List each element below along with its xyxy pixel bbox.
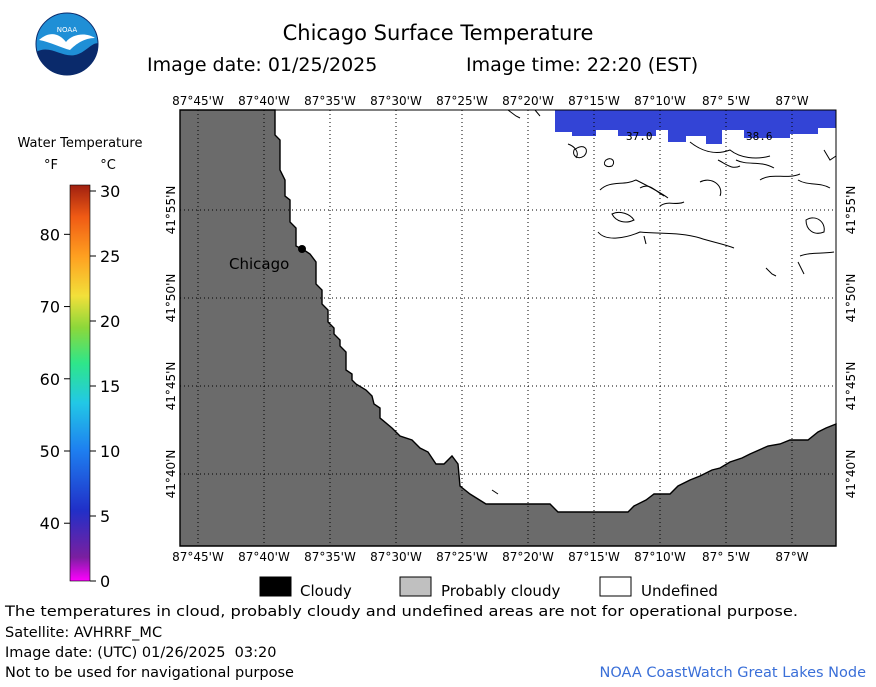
temp-label-2: 38.6 (746, 130, 773, 143)
bottom-lon-label: 87°45'W (172, 550, 224, 564)
bottom-lon-label: 87°20'W (502, 550, 554, 564)
celsius-tick-label: 25 (100, 247, 120, 266)
colorbar: Water Temperature °F °C 3025201510508070… (18, 136, 143, 591)
celsius-tick-label: 20 (100, 312, 120, 331)
top-lon-label: 87° 5'W (702, 94, 750, 108)
bottom-lon-label: 87°40'W (238, 550, 290, 564)
unit-fahrenheit: °F (44, 158, 58, 173)
cloudy-swatch (259, 576, 292, 597)
legend-undefined: Undefined (641, 582, 718, 600)
top-lon-label: 87°30'W (370, 94, 422, 108)
nav-warning-text: Not to be used for navigational purpose (5, 665, 294, 681)
top-lon-label: 87°25'W (436, 94, 488, 108)
map-area: 37.0 38.6 Chicago (179, 109, 837, 547)
page-title: Chicago Surface Temperature (283, 21, 594, 45)
top-lon-label: 87°45'W (172, 94, 224, 108)
top-lon-labels: 87°45'W 87°40'W 87°35'W 87°30'W 87°25'W 87°20… (172, 94, 809, 108)
bottom-lon-label: 87°25'W (436, 550, 488, 564)
bottom-lon-label: 87°35'W (304, 550, 356, 564)
probably-cloudy-swatch (399, 576, 432, 597)
bottom-lon-label: 87°15'W (568, 550, 620, 564)
celsius-tick-label: 0 (100, 572, 110, 591)
bottom-lon-label: 87°W (775, 550, 808, 564)
left-lat-label: 41°45'N (164, 362, 178, 411)
celsius-tick-label: 10 (100, 442, 120, 461)
top-lon-label: 87°W (775, 94, 808, 108)
cloud-contours (491, 109, 837, 495)
top-lon-label: 87°35'W (304, 94, 356, 108)
image-date-label: Image date: 01/25/2025 (147, 54, 377, 76)
fahrenheit-tick-label: 50 (40, 442, 60, 461)
colorbar-gradient (69, 184, 91, 582)
legend: Cloudy Probably cloudy Undefined (259, 576, 718, 600)
legend-cloudy: Cloudy (300, 582, 352, 600)
left-lat-label: 41°50'N (164, 274, 178, 323)
disclaimer-text: The temperatures in cloud, probably clou… (4, 604, 798, 620)
logo-text: NOAA (57, 26, 78, 34)
fahrenheit-tick-label: 40 (40, 514, 60, 533)
fahrenheit-tick-label: 70 (40, 298, 60, 317)
undefined-swatch (599, 576, 632, 597)
bottom-lon-label: 87°10'W (634, 550, 686, 564)
fahrenheit-tick-label: 80 (40, 225, 60, 244)
celsius-tick-label: 30 (100, 182, 120, 201)
bottom-lon-label: 87° 5'W (702, 550, 750, 564)
credit-text: NOAA CoastWatch Great Lakes Node (600, 665, 867, 681)
unit-celsius: °C (100, 158, 116, 173)
top-lon-label: 87°20'W (502, 94, 554, 108)
temp-label-1: 37.0 (626, 130, 653, 143)
left-lat-labels: 41°55'N 41°50'N 41°45'N 41°40'N (164, 186, 178, 499)
chicago-label: Chicago (229, 255, 289, 273)
lake-water-pixels (555, 110, 836, 144)
fahrenheit-tick-label: 60 (40, 370, 60, 389)
noaa-logo: NOAA (35, 12, 99, 76)
right-lat-label: 41°45'N (844, 362, 858, 411)
top-lon-label: 87°15'W (568, 94, 620, 108)
bottom-lon-labels: 87°45'W 87°40'W 87°35'W 87°30'W 87°25'W 87°20… (172, 550, 809, 564)
top-lon-label: 87°10'W (634, 94, 686, 108)
right-lat-label: 41°40'N (844, 450, 858, 499)
legend-probably-cloudy: Probably cloudy (441, 582, 560, 600)
right-lat-labels: 41°55'N 41°50'N 41°45'N 41°40'N (844, 186, 858, 499)
left-lat-label: 41°40'N (164, 450, 178, 499)
chicago-marker (298, 245, 306, 253)
image-time-label: Image time: 22:20 (EST) (466, 54, 698, 76)
celsius-tick-label: 15 (100, 377, 120, 396)
satellite-text: Satellite: AVHRRF_MC (5, 625, 162, 641)
left-lat-label: 41°55'N (164, 186, 178, 235)
colorbar-title: Water Temperature (18, 136, 143, 151)
land-area (179, 109, 837, 547)
map-frame (179, 109, 837, 547)
right-lat-label: 41°55'N (844, 186, 858, 235)
utc-date-text: Image date: (UTC) 01/26/2025 03:20 (5, 645, 276, 661)
top-lon-label: 87°40'W (238, 94, 290, 108)
right-lat-label: 41°50'N (844, 274, 858, 323)
bottom-lon-label: 87°30'W (370, 550, 422, 564)
celsius-tick-label: 5 (100, 507, 110, 526)
